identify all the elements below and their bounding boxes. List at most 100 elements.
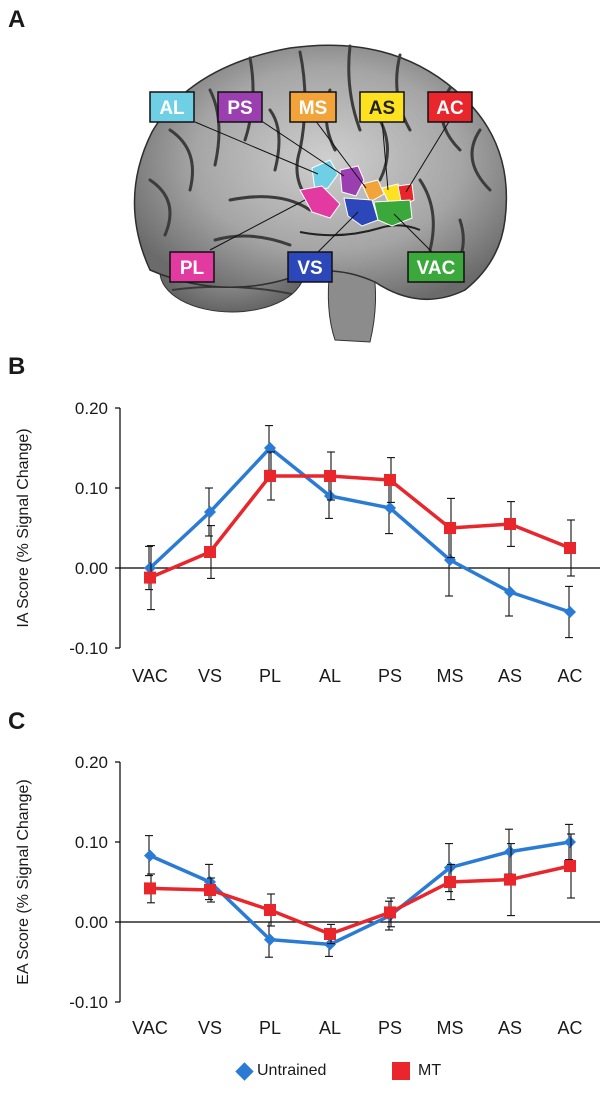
x-tick-label: PL: [259, 1018, 281, 1038]
data-point-square: [564, 542, 576, 554]
region-label-vac: VAC: [407, 251, 465, 283]
region-label-vs: VS: [287, 251, 333, 283]
data-point-diamond: [564, 836, 576, 848]
region-label-box: [169, 251, 215, 283]
data-point-square: [204, 546, 216, 558]
data-point-diamond: [324, 490, 336, 502]
data-point-diamond: [564, 606, 576, 618]
region-label-text: AC: [436, 98, 464, 119]
region-label-text: PL: [180, 258, 205, 279]
region-label-box: [407, 251, 465, 283]
data-point-square: [264, 904, 276, 916]
chart-legend: Untrained MT: [0, 1061, 612, 1092]
chart-ea-score: 0.20 0.10 0.00 -0.10 EA Score (% Signal Chan…: [15, 753, 600, 1038]
y-axis-title: EA Score (% Signal Change): [15, 779, 32, 984]
x-tick-label: MS: [437, 1018, 464, 1038]
region-label-box: [359, 91, 405, 123]
figure-canvas: AL PS MS AS AC PL VS VAC 0.20 0.10 0.00 -0.10 IA Sc…: [15, 44, 600, 1038]
data-point-square: [504, 873, 516, 886]
region-label-box: [217, 91, 263, 123]
region-label-text: VS: [297, 258, 322, 279]
x-tick-label: MS: [437, 666, 464, 686]
legend-item-mt: MT: [392, 1062, 441, 1080]
region-label-text: AL: [159, 98, 185, 119]
data-point-diamond: [144, 562, 156, 574]
legend-item-untrained: Untrained: [235, 1061, 327, 1081]
data-point-diamond: [384, 502, 396, 514]
y-tick-label: 0.10: [75, 833, 108, 852]
y-axis-title: IA Score (% Signal Change): [15, 428, 32, 627]
region-label-ms: MS: [289, 91, 337, 123]
legend-label-mt: MT: [418, 1062, 442, 1079]
data-point-square: [384, 474, 396, 486]
series-untrained: [144, 425, 576, 639]
y-tick-label: -0.10: [69, 639, 108, 658]
x-tick-label: AL: [319, 666, 341, 686]
y-tick-label: -0.10: [69, 993, 108, 1012]
region-label-text: AS: [369, 98, 395, 119]
data-point-square: [264, 470, 276, 482]
brain-region-labels: AL PS MS AS AC PL VS VAC: [149, 91, 473, 283]
y-tick-label: 0.00: [75, 913, 108, 932]
series-line: [149, 864, 571, 936]
region-label-box: [289, 91, 337, 123]
region-label-ps: PS: [217, 91, 263, 123]
y-tick-label: 0.20: [75, 753, 108, 772]
series-line: [148, 446, 571, 614]
y-tick-label: 0.10: [75, 479, 108, 498]
data-point-square: [144, 882, 156, 895]
panel-letter-b: B: [8, 353, 26, 380]
x-tick-label: AC: [557, 1018, 582, 1038]
series-line: [149, 474, 571, 580]
x-tick-label: AS: [498, 666, 522, 686]
region-label-box: [427, 91, 473, 123]
data-point-square: [204, 884, 216, 896]
x-tick-label: VAC: [132, 666, 168, 686]
x-tick-label: VAC: [132, 1018, 168, 1038]
data-point-square: [564, 860, 576, 872]
region-vs: [343, 197, 379, 227]
x-tick-label: PS: [378, 666, 402, 686]
legend-label-untrained: Untrained: [257, 1062, 327, 1079]
chart-ia-score: 0.20 0.10 0.00 -0.10 IA Score (% Signal Chan…: [15, 399, 600, 686]
y-tick-label: 0.20: [75, 399, 108, 418]
x-tick-label: AS: [498, 1018, 522, 1038]
x-tick-label: VS: [198, 666, 222, 686]
data-point-diamond: [204, 506, 216, 518]
region-label-text: MS: [299, 98, 328, 119]
series-mt: [144, 451, 576, 611]
region-leader-lines: [194, 119, 451, 253]
x-tick-label: AL: [319, 1018, 341, 1038]
y-tick-label: 0.00: [75, 559, 108, 578]
data-point-square: [324, 470, 336, 482]
square-marker-icon: [392, 1062, 410, 1080]
region-label-as: AS: [359, 91, 405, 123]
x-tick-label: VS: [198, 1018, 222, 1038]
data-point-diamond: [444, 554, 456, 566]
region-label-text: VAC: [417, 258, 456, 279]
data-point-square: [504, 518, 516, 530]
data-point-diamond: [264, 442, 276, 454]
region-label-text: PS: [227, 98, 252, 119]
x-tick-label: PS: [378, 1018, 402, 1038]
data-point-diamond: [144, 849, 156, 862]
data-point-diamond: [324, 938, 336, 951]
panel-letter-c: C: [8, 708, 26, 735]
x-tick-label: PL: [259, 666, 281, 686]
data-point-diamond: [504, 845, 516, 858]
data-point-diamond: [264, 933, 276, 946]
data-point-square: [384, 906, 396, 919]
data-point-square: [144, 571, 156, 584]
data-point-diamond: [504, 586, 516, 598]
region-ps: [339, 165, 365, 197]
diamond-marker-icon: [235, 1061, 254, 1081]
panel-letter-a: A: [8, 6, 26, 33]
brain-illustration: [133, 44, 508, 343]
data-point-square: [324, 928, 336, 940]
data-point-square: [444, 522, 456, 534]
region-label-ac: AC: [427, 91, 473, 123]
data-point-square: [444, 876, 456, 888]
region-ms: [361, 179, 385, 203]
x-tick-label: AC: [557, 666, 582, 686]
series-mt: [144, 833, 576, 945]
